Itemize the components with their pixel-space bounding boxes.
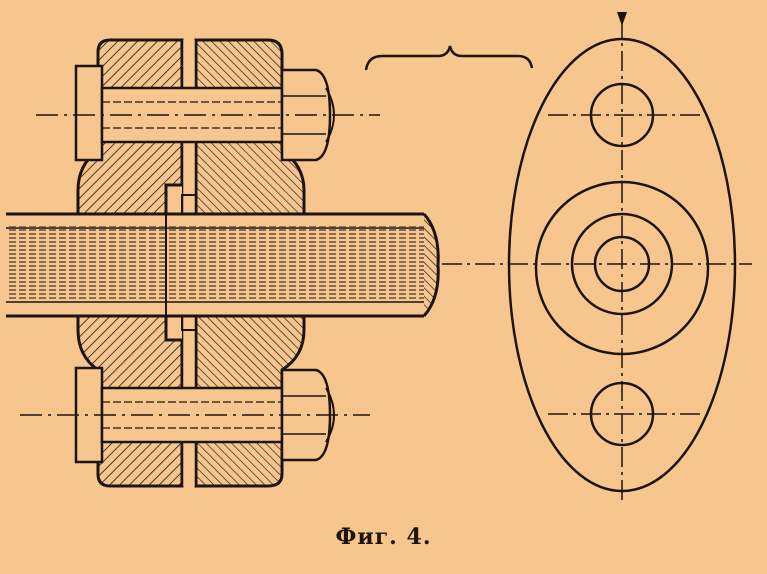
brace: [364, 45, 534, 71]
end-view: [442, 12, 752, 500]
section-view: [6, 38, 440, 488]
figure-caption: Фиг. 4.: [335, 524, 432, 550]
top-mark: [617, 12, 627, 26]
section-centre-lines: [20, 114, 380, 416]
end-view-centre-lines: [442, 18, 752, 500]
shaft-circle: [570, 212, 674, 316]
shaft: [6, 212, 440, 318]
